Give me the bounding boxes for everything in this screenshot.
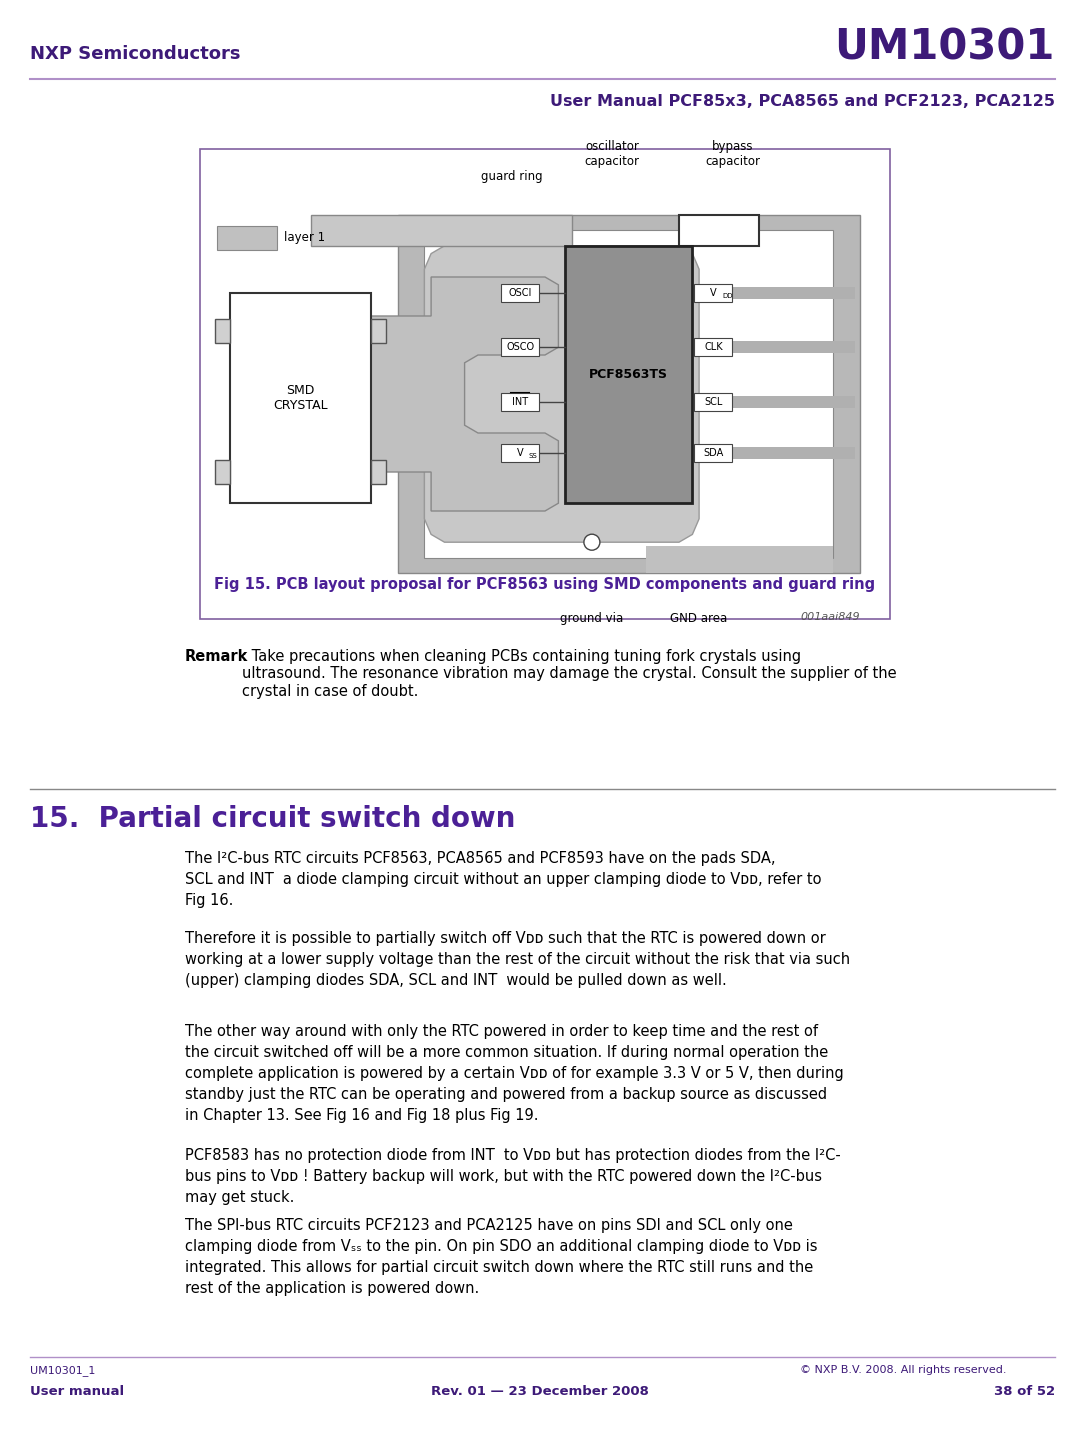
Bar bbox=[200, 150, 890, 619]
Text: PCF8583 has no protection diode from INT̅  to Vᴅᴅ but has protection diodes from: PCF8583 has no protection diode from INT… bbox=[185, 1148, 840, 1204]
Text: Rev. 01 — 23 December 2008: Rev. 01 — 23 December 2008 bbox=[431, 1384, 649, 1399]
Text: INT: INT bbox=[512, 397, 528, 407]
Bar bbox=[370, 459, 386, 484]
Text: User manual: User manual bbox=[30, 1384, 124, 1399]
Bar bbox=[694, 443, 732, 462]
Text: bypass
capacitor: bypass capacitor bbox=[705, 140, 760, 168]
Text: 001aai849: 001aai849 bbox=[800, 613, 860, 623]
Text: GND area: GND area bbox=[671, 613, 728, 626]
Bar bbox=[311, 214, 571, 246]
Text: UM10301: UM10301 bbox=[835, 26, 1055, 68]
Bar bbox=[230, 292, 370, 504]
Bar bbox=[732, 396, 855, 407]
Text: Remark: Remark bbox=[185, 649, 248, 663]
Text: SDA: SDA bbox=[703, 448, 724, 458]
Bar bbox=[732, 286, 855, 299]
Text: NXP Semiconductors: NXP Semiconductors bbox=[30, 45, 241, 63]
Text: SS: SS bbox=[528, 452, 537, 459]
Text: User Manual PCF85x3, PCA8565 and PCF2123, PCA2125: User Manual PCF85x3, PCA8565 and PCF2123… bbox=[550, 94, 1055, 109]
Text: layer 1: layer 1 bbox=[284, 232, 325, 245]
Text: OSCI: OSCI bbox=[509, 288, 532, 298]
Text: V: V bbox=[517, 448, 524, 458]
Text: 38 of 52: 38 of 52 bbox=[994, 1384, 1055, 1399]
Bar bbox=[694, 338, 732, 357]
Text: SCL: SCL bbox=[704, 397, 723, 407]
Bar bbox=[565, 246, 692, 504]
Bar bbox=[694, 283, 732, 302]
Bar bbox=[501, 443, 539, 462]
Text: V: V bbox=[710, 288, 717, 298]
Polygon shape bbox=[397, 214, 860, 573]
Bar bbox=[679, 214, 759, 246]
Text: PCF8563TS: PCF8563TS bbox=[590, 368, 669, 381]
Bar bbox=[646, 545, 833, 573]
Bar bbox=[370, 318, 386, 342]
Text: : Take precautions when cleaning PCBs containing tuning fork crystals using
ultr: : Take precautions when cleaning PCBs co… bbox=[242, 649, 896, 699]
Bar bbox=[215, 459, 230, 484]
Text: SMD
CRYSTAL: SMD CRYSTAL bbox=[273, 384, 327, 412]
Text: The SPI-bus RTC circuits PCF2123 and PCA2125 have on pins SDI and SCL only one
c: The SPI-bus RTC circuits PCF2123 and PCA… bbox=[185, 1217, 818, 1297]
Bar bbox=[217, 226, 276, 250]
Text: The other way around with only the RTC powered in order to keep time and the res: The other way around with only the RTC p… bbox=[185, 1025, 843, 1122]
Text: © NXP B.V. 2008. All rights reserved.: © NXP B.V. 2008. All rights reserved. bbox=[800, 1366, 1007, 1376]
Bar bbox=[694, 393, 732, 410]
Text: guard ring: guard ring bbox=[481, 170, 542, 183]
Text: 15.  Partial circuit switch down: 15. Partial circuit switch down bbox=[30, 804, 515, 833]
Polygon shape bbox=[424, 246, 699, 543]
Text: Therefore it is possible to partially switch off Vᴅᴅ such that the RTC is powere: Therefore it is possible to partially sw… bbox=[185, 931, 850, 989]
Text: OSCO: OSCO bbox=[507, 342, 535, 353]
Text: CLK: CLK bbox=[704, 342, 723, 353]
Text: The I²C-bus RTC circuits PCF8563, PCA8565 and PCF8593 have on the pads SDA,
SCL : The I²C-bus RTC circuits PCF8563, PCA856… bbox=[185, 850, 822, 908]
Text: Fig 15. PCB layout proposal for PCF8563 using SMD components and guard ring: Fig 15. PCB layout proposal for PCF8563 … bbox=[215, 577, 876, 591]
Bar bbox=[501, 283, 539, 302]
Bar bbox=[501, 338, 539, 357]
Text: ground via: ground via bbox=[561, 613, 623, 626]
Polygon shape bbox=[370, 276, 558, 511]
Bar bbox=[732, 341, 855, 353]
Bar bbox=[732, 446, 855, 459]
Circle shape bbox=[584, 534, 599, 550]
Text: DD: DD bbox=[723, 292, 733, 299]
Bar bbox=[215, 318, 230, 342]
Polygon shape bbox=[424, 230, 833, 558]
Text: oscillator
capacitor: oscillator capacitor bbox=[584, 140, 639, 168]
Bar bbox=[501, 393, 539, 410]
Text: UM10301_1: UM10301_1 bbox=[30, 1366, 95, 1376]
